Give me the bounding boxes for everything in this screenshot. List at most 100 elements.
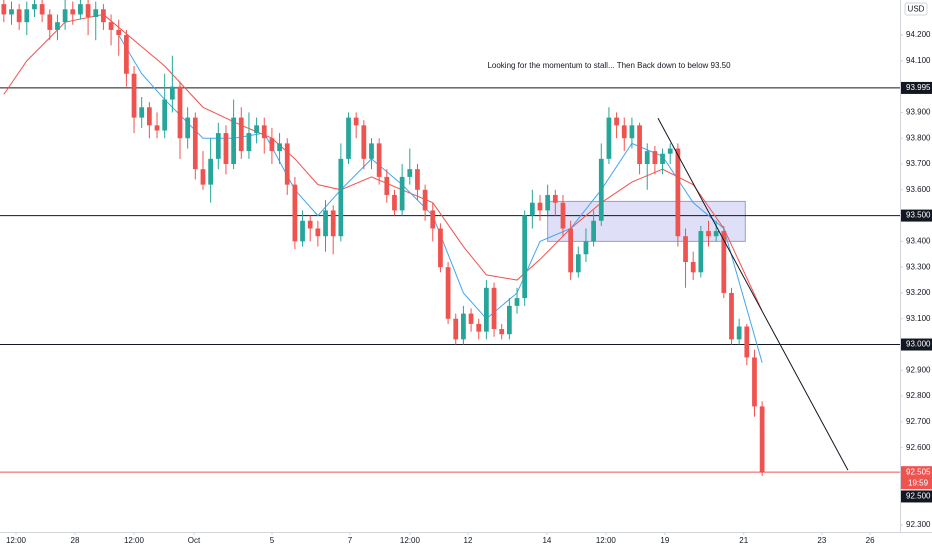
level-label: 93.995 — [906, 83, 931, 92]
candle-body — [445, 267, 451, 319]
candle-body — [116, 29, 122, 36]
candle-body — [246, 133, 252, 152]
candle-body — [208, 158, 214, 185]
candle-body — [47, 14, 53, 30]
candle-body — [721, 231, 727, 293]
candle-body — [261, 125, 267, 139]
x-tick-label: 12:00 — [124, 536, 145, 545]
y-tick-label: 94.100 — [906, 56, 931, 65]
candle-body — [461, 313, 466, 340]
candle-body — [706, 231, 711, 237]
y-tick-label: 93.800 — [906, 133, 931, 142]
annotation: Looking for the momentum to stall... The… — [487, 61, 731, 70]
x-tick-label: 12:00 — [400, 536, 421, 545]
x-tick-label: Oct — [188, 536, 201, 545]
level-label: 93.000 — [906, 340, 931, 349]
candle-body — [346, 117, 351, 159]
y-tick-label: 93.900 — [906, 108, 931, 117]
candle-body — [269, 138, 275, 152]
candle-body — [146, 107, 152, 126]
x-tick-label: 21 — [739, 536, 748, 545]
candle-body — [644, 151, 650, 165]
candle-body — [307, 220, 313, 229]
candle-body — [215, 133, 221, 159]
candle-body — [392, 194, 397, 211]
candle-body — [154, 125, 160, 131]
candle-body — [162, 99, 168, 131]
candle-body — [744, 326, 750, 358]
candle-body — [62, 9, 68, 23]
candle-body — [315, 228, 321, 237]
candle-body — [683, 236, 688, 263]
y-tick-label: 93.400 — [906, 236, 931, 245]
candle-body — [506, 305, 512, 335]
x-tick-label: 23 — [817, 536, 826, 545]
candle-body — [491, 287, 497, 330]
y-tick-label: 92.300 — [906, 520, 931, 529]
candle-body — [690, 262, 696, 273]
candle-body — [32, 4, 37, 10]
candle-body — [629, 125, 635, 139]
candle-body — [476, 323, 482, 332]
candle-body — [415, 169, 420, 190]
candle-body — [453, 318, 459, 340]
candle-body — [277, 143, 282, 152]
candle-body — [284, 143, 290, 185]
candle-body — [70, 9, 76, 15]
candle-body — [101, 9, 106, 23]
zone — [547, 200, 746, 242]
candle-body — [16, 9, 22, 23]
candle-body — [330, 210, 336, 237]
candle-body — [353, 117, 359, 126]
price-marker-box — [901, 490, 932, 503]
candle-body — [231, 117, 236, 165]
y-tick-label: 92.600 — [906, 443, 931, 452]
y-tick-label: 93.200 — [906, 288, 931, 297]
level-label-box — [901, 338, 932, 351]
candle-body — [736, 326, 742, 340]
price-marker-label: 92.500 — [906, 492, 931, 501]
y-tick-label: 92.700 — [906, 417, 931, 426]
candle-body — [729, 292, 734, 340]
candle-body — [9, 9, 14, 15]
candle-body — [399, 176, 405, 211]
candle-body — [254, 125, 259, 134]
candle-body — [713, 231, 719, 237]
x-tick-label: 7 — [348, 536, 353, 545]
candle-body — [529, 202, 535, 216]
candle-body — [568, 228, 574, 273]
y-tick-label: 93.600 — [906, 185, 931, 194]
x-tick-label: 12:00 — [6, 536, 27, 545]
candle-body — [55, 22, 60, 30]
currency-box[interactable] — [904, 2, 928, 16]
y-tick-label: 92.800 — [906, 391, 931, 400]
candle-body — [560, 202, 566, 229]
candle-body — [1, 4, 7, 15]
candle-body — [384, 176, 390, 195]
candle-body — [522, 215, 528, 299]
candle-body — [85, 4, 91, 18]
candle-body — [575, 254, 581, 273]
y-tick-label: 93.700 — [906, 159, 931, 168]
candle-body — [376, 143, 382, 177]
y-tick-label: 93.300 — [906, 262, 931, 271]
candle-body — [637, 125, 642, 165]
candle-body — [545, 194, 551, 211]
level-label: 92.505 — [906, 467, 931, 476]
x-tick-label: 12:00 — [596, 536, 617, 545]
candle-body — [124, 35, 129, 74]
candle-body — [591, 220, 596, 242]
level-label-box — [901, 81, 932, 94]
candle-body — [606, 117, 612, 159]
candle-body — [185, 117, 191, 139]
candle-body — [660, 153, 665, 165]
candle-body — [422, 189, 428, 211]
candle-body — [552, 194, 558, 203]
candle-body — [675, 148, 681, 237]
candle-body — [39, 4, 45, 15]
candle-body — [300, 220, 305, 242]
countdown: 19:59 — [908, 478, 929, 487]
candle-body — [238, 117, 244, 152]
x-tick-label: 19 — [660, 536, 669, 545]
